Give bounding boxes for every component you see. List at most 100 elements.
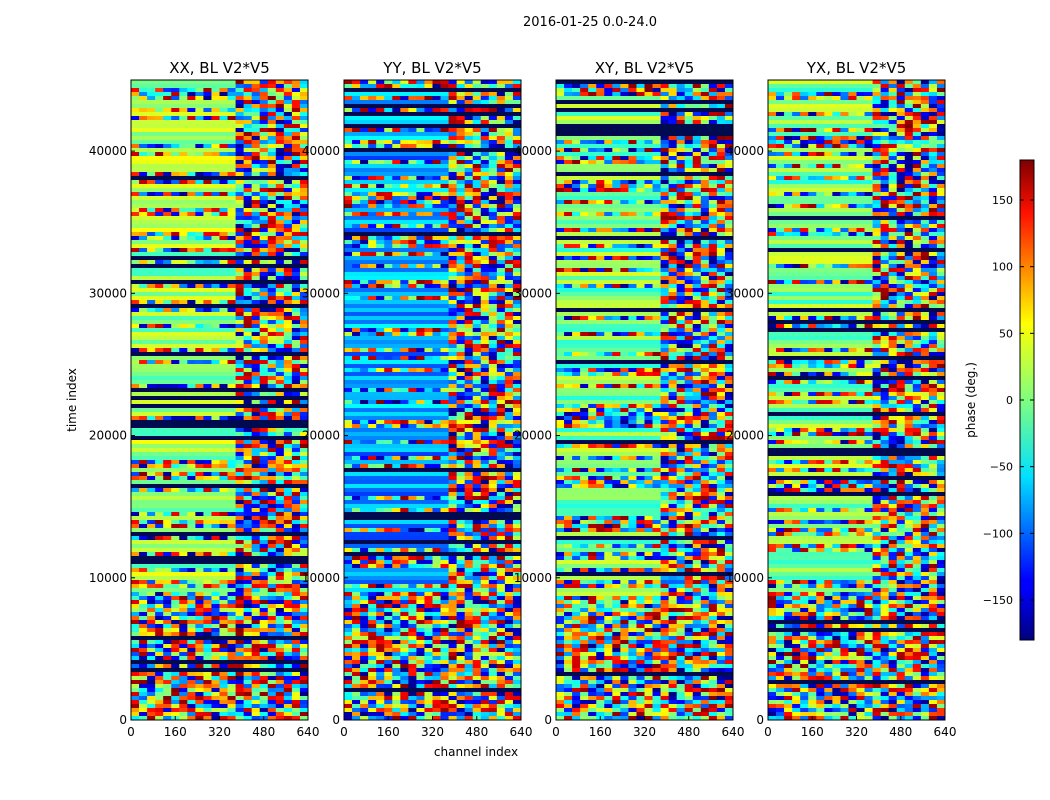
heatmap-cell	[512, 92, 522, 96]
heatmap-cell	[496, 336, 506, 340]
heatmap-cell	[251, 572, 261, 576]
heatmap-cell	[724, 140, 734, 144]
heatmap-cell	[243, 440, 252, 444]
heatmap-cell	[267, 512, 277, 516]
heatmap-cell	[171, 260, 180, 264]
heatmap-cell	[344, 280, 353, 284]
heatmap-cell	[187, 208, 196, 212]
heatmap-cell	[299, 472, 309, 476]
heatmap-cell	[163, 628, 172, 632]
heatmap-cell	[416, 108, 425, 112]
heatmap-cell	[488, 244, 498, 248]
heatmap-cell	[267, 640, 277, 644]
heatmap-cell	[504, 176, 514, 180]
heatmap-cell	[480, 284, 490, 288]
heatmap-cell	[291, 408, 301, 412]
heatmap-cell	[472, 684, 482, 688]
heatmap-cell	[504, 272, 514, 276]
heatmap-cell	[259, 684, 269, 688]
heatmap-cell	[187, 716, 196, 720]
heatmap-cell	[408, 660, 417, 664]
heatmap-cell	[424, 712, 433, 716]
heatmap-cell	[488, 436, 498, 440]
heatmap-cell	[376, 264, 385, 268]
heatmap-cell	[227, 680, 236, 684]
heatmap-row	[344, 488, 454, 492]
heatmap-cell	[448, 312, 457, 316]
heatmap-cell	[408, 560, 417, 564]
heatmap-cell	[227, 716, 236, 720]
heatmap-cell	[267, 140, 277, 144]
heatmap-cell	[472, 128, 482, 132]
heatmap-cell	[480, 344, 490, 348]
heatmap-cell	[488, 608, 498, 612]
heatmap-cell	[275, 644, 285, 648]
heatmap-cell	[660, 168, 669, 172]
heatmap-cell	[472, 488, 482, 492]
heatmap-cell	[448, 160, 457, 164]
heatmap-cell	[432, 600, 441, 604]
heatmap-cell	[291, 220, 301, 224]
heatmap-cell	[448, 412, 457, 416]
heatmap-cell	[275, 104, 285, 108]
heatmap-cell	[652, 184, 661, 188]
heatmap-cell	[211, 712, 220, 716]
heatmap-cell	[408, 80, 417, 84]
heatmap-cell	[496, 548, 506, 552]
heatmap-cell	[291, 88, 301, 92]
heatmap-cell	[131, 464, 140, 468]
heatmap-cell	[163, 172, 172, 176]
heatmap-cell	[155, 632, 164, 636]
heatmap-cell	[235, 680, 244, 684]
heatmap-cell	[227, 684, 236, 688]
heatmap-cell	[275, 540, 285, 544]
heatmap-cell	[227, 248, 236, 252]
heatmap-cell	[496, 588, 506, 592]
heatmap-cell	[187, 676, 196, 680]
heatmap-cell	[163, 644, 172, 648]
heatmap-cell	[155, 536, 164, 540]
heatmap-cell	[440, 700, 449, 704]
heatmap-cell	[564, 188, 573, 192]
heatmap-cell	[440, 212, 449, 216]
heatmap-cell	[259, 480, 269, 484]
heatmap-cell	[251, 640, 261, 644]
heatmap-cell	[235, 716, 244, 720]
heatmap-cell	[488, 368, 498, 372]
heatmap-cell	[368, 420, 377, 424]
heatmap-cell	[488, 256, 498, 260]
heatmap-cell	[267, 376, 277, 380]
heatmap-cell	[384, 628, 393, 632]
heatmap-cell	[291, 116, 301, 120]
heatmap-cell	[267, 416, 277, 420]
heatmap-cell	[400, 356, 409, 360]
heatmap-cell	[496, 120, 506, 124]
heatmap-cell	[163, 488, 172, 492]
heatmap-cell	[480, 464, 490, 468]
heatmap-cell	[392, 236, 401, 240]
heatmap-cell	[283, 640, 293, 644]
heatmap-cell	[580, 148, 589, 152]
heatmap-cell	[235, 136, 244, 140]
heatmap-cell	[259, 96, 269, 100]
heatmap-cell	[448, 628, 457, 632]
heatmap-cell	[424, 716, 433, 720]
heatmap-cell	[155, 324, 164, 328]
heatmap-cell	[424, 140, 433, 144]
heatmap-cell	[155, 700, 164, 704]
heatmap-row	[131, 480, 241, 484]
heatmap-cell	[299, 524, 309, 528]
heatmap-cell	[448, 652, 457, 656]
heatmap-cell	[456, 196, 465, 200]
heatmap-cell	[275, 216, 285, 220]
heatmap-cell	[488, 404, 498, 408]
heatmap-cell	[203, 552, 212, 556]
heatmap-cell	[496, 164, 506, 168]
heatmap-cell	[416, 660, 425, 664]
heatmap-cell	[227, 416, 236, 420]
heatmap-cell	[400, 284, 409, 288]
heatmap-cell	[195, 192, 204, 196]
heatmap-row	[131, 564, 241, 568]
heatmap-cell	[432, 620, 441, 624]
heatmap-cell	[155, 580, 164, 584]
